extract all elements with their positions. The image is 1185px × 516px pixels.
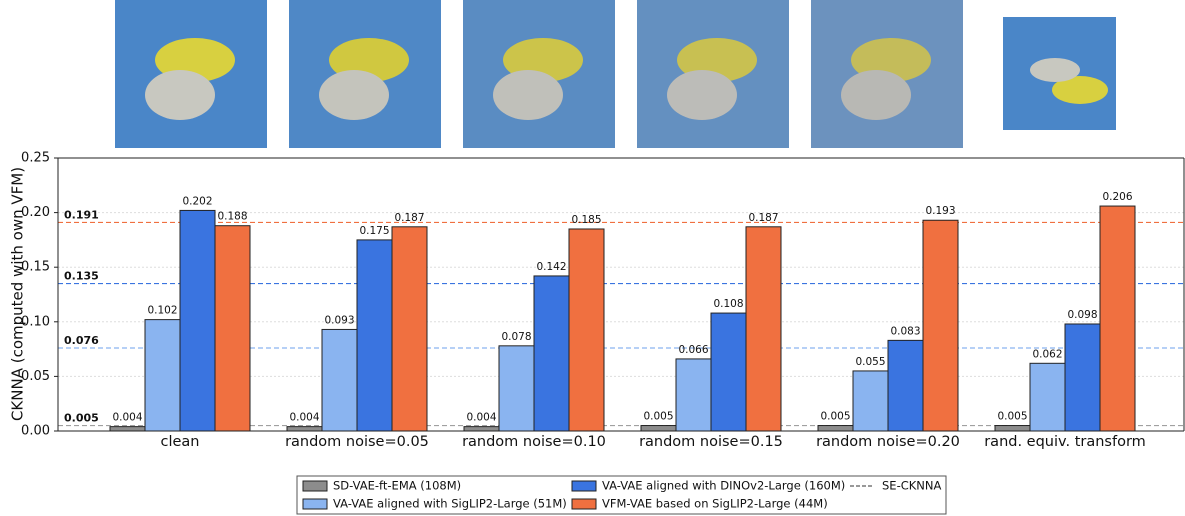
bar <box>853 371 888 431</box>
value-label: 0.188 <box>217 211 247 223</box>
value-label: 0.005 <box>643 411 673 423</box>
reference-label: 0.076 <box>64 334 99 347</box>
bar <box>1100 206 1135 431</box>
bar <box>322 329 357 431</box>
x-tick-label: random noise=0.20 <box>816 434 960 450</box>
value-label: 0.005 <box>997 411 1027 423</box>
x-tick-label: rand. equiv. transform <box>984 434 1146 450</box>
bar <box>1030 363 1065 431</box>
value-label: 0.098 <box>1067 309 1097 321</box>
value-label: 0.066 <box>678 344 708 356</box>
legend-swatch <box>303 499 327 509</box>
image-thumb <box>289 0 441 148</box>
bar <box>746 227 781 431</box>
image-thumb <box>115 0 267 148</box>
value-label: 0.187 <box>394 212 424 224</box>
value-label: 0.004 <box>289 412 319 424</box>
bar <box>180 210 215 431</box>
value-label: 0.202 <box>182 195 212 207</box>
bar <box>287 427 322 431</box>
legend-swatch <box>572 481 596 491</box>
image-strip <box>115 0 1116 148</box>
x-tick-label: random noise=0.10 <box>462 434 606 450</box>
bar <box>711 313 746 431</box>
legend-swatch <box>572 499 596 509</box>
x-tick-label: clean <box>161 434 200 450</box>
value-label: 0.078 <box>501 331 531 343</box>
bar <box>110 427 145 431</box>
image-thumb <box>463 0 615 148</box>
y-tick-label: 0.05 <box>21 369 50 384</box>
bar <box>215 226 250 431</box>
bar <box>464 427 499 431</box>
legend-label: SE-CKNNA <box>882 479 941 493</box>
value-label: 0.083 <box>890 325 920 337</box>
image-thumb <box>637 0 789 148</box>
x-tick-label: random noise=0.05 <box>285 434 429 450</box>
bar <box>641 426 676 431</box>
value-label: 0.193 <box>925 205 955 217</box>
value-label: 0.206 <box>1102 191 1132 203</box>
bar <box>888 340 923 431</box>
value-label: 0.093 <box>324 314 354 326</box>
bar <box>534 276 569 431</box>
value-label: 0.062 <box>1032 348 1062 360</box>
y-tick-label: 0.15 <box>21 260 50 275</box>
y-tick-label: 0.00 <box>21 424 50 439</box>
legend-swatch <box>303 481 327 491</box>
bar <box>676 359 711 431</box>
legend-label: VA-VAE aligned with SigLIP2-Large (51M) <box>333 497 567 511</box>
legend-label: VFM-VAE based on SigLIP2-Large (44M) <box>602 497 828 511</box>
reference-label: 0.005 <box>64 412 99 425</box>
image-thumb <box>1003 17 1116 130</box>
value-label: 0.005 <box>820 411 850 423</box>
bar <box>569 229 604 431</box>
value-label: 0.004 <box>112 412 142 424</box>
legend-label: VA-VAE aligned with DINOv2-Large (160M) <box>602 479 845 493</box>
value-label: 0.055 <box>855 356 885 368</box>
bar <box>357 240 392 431</box>
value-label: 0.185 <box>571 214 601 226</box>
reference-label: 0.191 <box>64 208 99 221</box>
bar <box>818 426 853 431</box>
bar <box>1065 324 1100 431</box>
y-tick-label: 0.10 <box>21 314 50 329</box>
reference-label: 0.135 <box>64 270 99 283</box>
value-label: 0.102 <box>147 305 177 317</box>
value-label: 0.175 <box>359 225 389 237</box>
y-tick-label: 0.20 <box>21 205 50 220</box>
bar <box>392 227 427 431</box>
image-thumb <box>811 0 963 148</box>
value-label: 0.187 <box>748 212 778 224</box>
value-label: 0.004 <box>466 412 496 424</box>
bar <box>499 346 534 431</box>
legend-label: SD-VAE-ft-EMA (108M) <box>333 479 461 493</box>
bar <box>145 320 180 431</box>
y-tick-label: 0.25 <box>21 151 50 166</box>
x-tick-label: random noise=0.15 <box>639 434 783 450</box>
chart: CKNNA (computed with own VFM) 0.000.050.… <box>0 0 1185 516</box>
value-label: 0.108 <box>713 298 743 310</box>
value-label: 0.142 <box>536 261 566 273</box>
bar <box>995 426 1030 431</box>
bar <box>923 220 958 431</box>
